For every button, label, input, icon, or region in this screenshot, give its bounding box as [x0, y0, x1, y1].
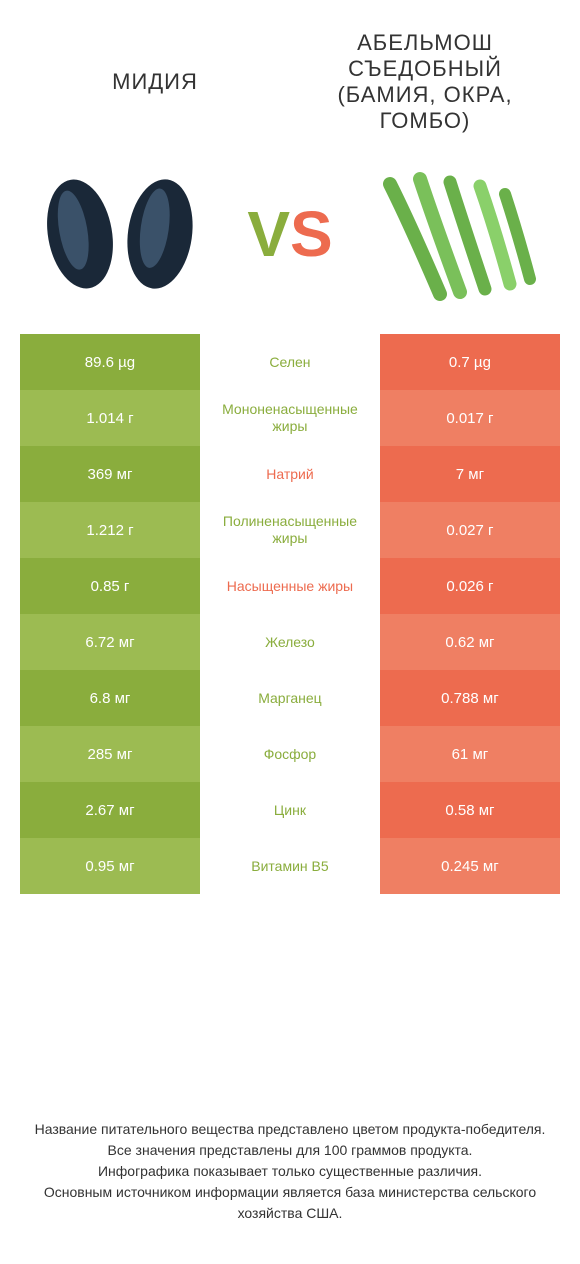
footer-line-1: Название питательного вещества представл…: [20, 1119, 560, 1140]
value-left: 0.95 мг: [20, 838, 200, 894]
table-row: 0.95 мгВитамин B50.245 мг: [20, 838, 560, 894]
table-row: 369 мгНатрий7 мг: [20, 446, 560, 502]
table-row: 89.6 µgСелен0.7 µg: [20, 334, 560, 390]
nutrient-name: Селен: [200, 334, 380, 390]
table-row: 6.8 мгМарганец0.788 мг: [20, 670, 560, 726]
nutrient-name: Цинк: [200, 782, 380, 838]
value-right: 0.245 мг: [380, 838, 560, 894]
value-left: 2.67 мг: [20, 782, 200, 838]
table-row: 1.212 гПолиненасыщенные жиры0.027 г: [20, 502, 560, 558]
footer: Название питательного вещества представл…: [0, 1089, 580, 1264]
value-left: 1.014 г: [20, 390, 200, 446]
value-left: 285 мг: [20, 726, 200, 782]
value-right: 0.58 мг: [380, 782, 560, 838]
value-right: 0.62 мг: [380, 614, 560, 670]
table-row: 285 мгФосфор61 мг: [20, 726, 560, 782]
footer-line-4: Основным источником информации является …: [20, 1182, 560, 1224]
vs-v: V: [247, 198, 290, 270]
value-right: 0.7 µg: [380, 334, 560, 390]
value-left: 1.212 г: [20, 502, 200, 558]
table-row: 1.014 гМононенасыщенные жиры0.017 г: [20, 390, 560, 446]
nutrient-name: Мононенасыщенные жиры: [200, 390, 380, 446]
footer-line-2: Все значения представлены для 100 граммо…: [20, 1140, 560, 1161]
vs-s: S: [290, 198, 333, 270]
value-right: 0.026 г: [380, 558, 560, 614]
value-left: 6.72 мг: [20, 614, 200, 670]
mussel-image: [30, 164, 230, 304]
value-right: 61 мг: [380, 726, 560, 782]
value-right: 0.788 мг: [380, 670, 560, 726]
nutrient-name: Витамин B5: [200, 838, 380, 894]
value-right: 0.027 г: [380, 502, 560, 558]
value-left: 6.8 мг: [20, 670, 200, 726]
value-left: 369 мг: [20, 446, 200, 502]
table-row: 6.72 мгЖелезо0.62 мг: [20, 614, 560, 670]
table-row: 2.67 мгЦинк0.58 мг: [20, 782, 560, 838]
images-row: VS: [0, 144, 580, 334]
nutrient-name: Фосфор: [200, 726, 380, 782]
value-right: 7 мг: [380, 446, 560, 502]
nutrient-name: Марганец: [200, 670, 380, 726]
value-left: 89.6 µg: [20, 334, 200, 390]
value-left: 0.85 г: [20, 558, 200, 614]
table-row: 0.85 гНасыщенные жиры0.026 г: [20, 558, 560, 614]
nutrient-name: Насыщенные жиры: [200, 558, 380, 614]
nutrient-table: 89.6 µgСелен0.7 µg1.014 гМононенасыщенны…: [20, 334, 560, 894]
title-right: АБЕЛЬМОШ СЪЕДОБНЫЙ (БАМИЯ, ОКРА, ГОМБО): [304, 30, 547, 134]
nutrient-name: Полиненасыщенные жиры: [200, 502, 380, 558]
header: МИДИЯ АБЕЛЬМОШ СЪЕДОБНЫЙ (БАМИЯ, ОКРА, Г…: [0, 0, 580, 144]
title-left: МИДИЯ: [34, 69, 277, 95]
footer-line-3: Инфографика показывает только существенн…: [20, 1161, 560, 1182]
vs-label: VS: [247, 202, 332, 266]
okra-image: [350, 164, 550, 304]
nutrient-name: Натрий: [200, 446, 380, 502]
nutrient-name: Железо: [200, 614, 380, 670]
value-right: 0.017 г: [380, 390, 560, 446]
